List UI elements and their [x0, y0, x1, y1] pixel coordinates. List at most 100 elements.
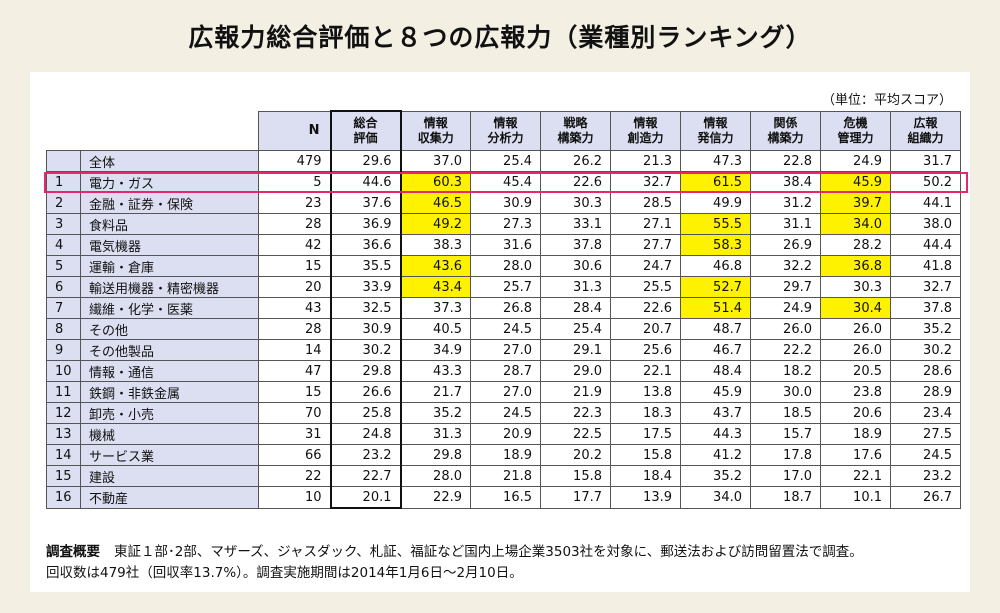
header-n: N — [258, 110, 331, 151]
score-cell: 28.4 — [540, 297, 611, 319]
score-cell: 40.5 — [400, 318, 471, 340]
score-cell: 22.2 — [750, 339, 821, 361]
score-cell: 27.1 — [610, 213, 681, 235]
rank-cell: 1 — [46, 171, 81, 193]
total-score-cell: 29.6 — [329, 150, 402, 172]
total-score-cell: 22.7 — [329, 465, 402, 487]
industry-cell: 情報・通信 — [80, 360, 259, 382]
rank-cell: 14 — [46, 444, 81, 466]
score-cell: 35.2 — [890, 318, 961, 340]
score-cell: 31.7 — [890, 150, 961, 172]
industry-cell: 電力・ガス — [80, 171, 259, 193]
score-cell: 37.3 — [400, 297, 471, 319]
rank-cell: 7 — [46, 297, 81, 319]
score-cell: 30.3 — [820, 276, 891, 298]
score-cell: 27.0 — [470, 339, 541, 361]
header-line: 発信力 — [697, 130, 734, 145]
score-cell: 44.1 — [890, 192, 961, 214]
score-cell: 35.2 — [400, 402, 471, 424]
table-row: 5 運輸・倉庫 15 35.5 43.6 28.0 30.6 24.7 46.8 32.2 36.8… — [46, 255, 961, 277]
industry-cell: 食料品 — [80, 213, 259, 235]
score-cell: 32.7 — [890, 276, 961, 298]
score-cell: 29.7 — [750, 276, 821, 298]
score-cell: 46.8 — [680, 255, 751, 277]
score-cell: 39.7 — [820, 192, 891, 214]
rank-cell: 9 — [46, 339, 81, 361]
score-cell: 31.3 — [540, 276, 611, 298]
score-cell: 18.5 — [750, 402, 821, 424]
score-cell: 22.8 — [750, 150, 821, 172]
n-cell: 5 — [258, 171, 331, 193]
industry-cell: 建設 — [80, 465, 259, 487]
industry-cell: 繊維・化学・医薬 — [80, 297, 259, 319]
score-cell: 30.6 — [540, 255, 611, 277]
table-row: 10 情報・通信 47 29.8 43.3 28.7 29.0 22.1 48.4 18.2 20.… — [46, 360, 961, 382]
rank-cell — [46, 150, 81, 172]
header-blank — [80, 111, 259, 151]
score-cell: 20.5 — [820, 360, 891, 382]
header-line: 分析力 — [487, 130, 524, 145]
score-cell: 20.9 — [470, 423, 541, 445]
table-body: 全体 479 29.6 37.0 25.4 26.2 21.3 47.3 22.8 24.9 31.… — [46, 150, 961, 509]
score-cell: 30.3 — [540, 192, 611, 214]
score-cell: 22.6 — [540, 171, 611, 193]
header-col: 情報 創造力 — [610, 110, 681, 151]
rank-cell: 13 — [46, 423, 81, 445]
score-cell: 22.1 — [820, 465, 891, 487]
score-cell: 16.5 — [470, 486, 541, 509]
n-cell: 28 — [258, 318, 331, 340]
score-cell: 26.2 — [540, 150, 611, 172]
header-line: 管理力 — [837, 130, 874, 145]
score-cell: 38.4 — [750, 171, 821, 193]
score-cell: 61.5 — [680, 171, 751, 193]
score-cell: 17.8 — [750, 444, 821, 466]
table-row: 9 その他製品 14 30.2 34.9 27.0 29.1 25.6 46.7 22.2 26.0… — [46, 339, 961, 361]
industry-cell: サービス業 — [80, 444, 259, 466]
n-cell: 31 — [258, 423, 331, 445]
score-cell: 18.2 — [750, 360, 821, 382]
score-cell: 27.7 — [610, 234, 681, 256]
score-cell: 25.4 — [470, 150, 541, 172]
industry-cell: その他 — [80, 318, 259, 340]
n-cell: 70 — [258, 402, 331, 424]
score-cell: 37.0 — [400, 150, 471, 172]
table-panel: （単位：平均スコア） N 総合 評価 情報 収集力 情報 分析力 戦略 構築力 — [30, 72, 970, 592]
table-row: 11 鉄鋼・非鉄金属 15 26.6 21.7 27.0 21.9 13.8 45.9 30.0 2… — [46, 381, 961, 403]
score-cell: 24.9 — [820, 150, 891, 172]
score-cell: 27.5 — [890, 423, 961, 445]
score-cell: 17.5 — [610, 423, 681, 445]
score-cell: 29.8 — [400, 444, 471, 466]
score-cell: 28.7 — [470, 360, 541, 382]
table-row: 7 繊維・化学・医薬 43 32.5 37.3 26.8 28.4 22.6 51.4 24.9 3… — [46, 297, 961, 319]
n-cell: 43 — [258, 297, 331, 319]
header-line: 情報 — [493, 115, 518, 130]
score-cell: 22.9 — [400, 486, 471, 509]
score-cell: 18.9 — [470, 444, 541, 466]
score-cell: 26.0 — [750, 318, 821, 340]
note-line-1: 調査概要 東証１部･2部、マザーズ、ジャスダック、札証、福証など国内上場企業350… — [46, 542, 966, 563]
header-line: 構築力 — [557, 130, 594, 145]
score-cell: 20.6 — [820, 402, 891, 424]
score-cell: 45.4 — [470, 171, 541, 193]
note-line-2: 回収数は479社（回収率13.7%）。調査実施期間は2014年1月6日〜2月10… — [46, 565, 523, 581]
score-cell: 36.8 — [820, 255, 891, 277]
page-title: 広報力総合評価と８つの広報力（業種別ランキング） — [188, 23, 812, 52]
unit-label: （単位：平均スコア） — [821, 93, 952, 108]
n-cell: 42 — [258, 234, 331, 256]
rank-cell: 3 — [46, 213, 81, 235]
header-line: 危機 — [843, 115, 868, 130]
score-cell: 24.9 — [750, 297, 821, 319]
score-cell: 17.7 — [540, 486, 611, 509]
score-cell: 24.5 — [470, 402, 541, 424]
table-row: 3 食料品 28 36.9 49.2 27.3 33.1 27.1 55.5 31.1 34.0 38… — [46, 213, 961, 235]
score-cell: 13.9 — [610, 486, 681, 509]
header-row: N 総合 評価 情報 収集力 情報 分析力 戦略 構築力 情報 創造力 情報 発信力 関係… — [47, 110, 961, 151]
n-cell: 14 — [258, 339, 331, 361]
score-cell: 32.2 — [750, 255, 821, 277]
score-cell: 26.9 — [750, 234, 821, 256]
score-cell: 31.2 — [750, 192, 821, 214]
score-cell: 21.9 — [540, 381, 611, 403]
header-blank — [47, 111, 81, 151]
rank-cell: 6 — [46, 276, 81, 298]
score-cell: 18.4 — [610, 465, 681, 487]
